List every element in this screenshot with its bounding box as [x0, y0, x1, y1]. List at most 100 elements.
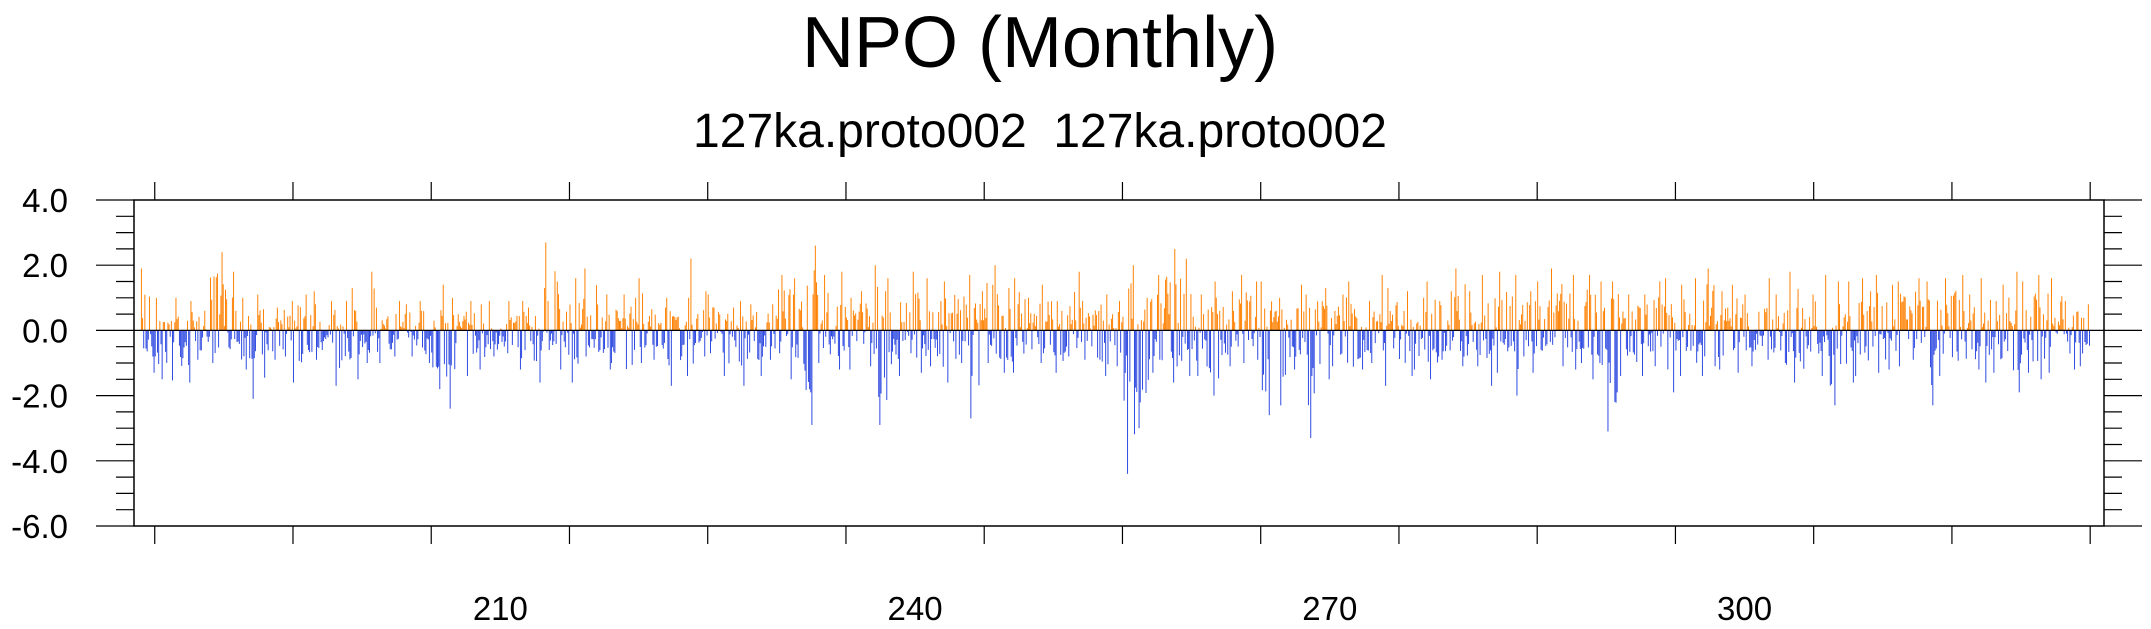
- positive-bar: [1534, 301, 1536, 331]
- negative-bar: [714, 330, 716, 339]
- positive-bar: [2002, 284, 2004, 331]
- negative-bar: [530, 330, 532, 342]
- negative-bar: [486, 330, 488, 336]
- positive-bar: [1266, 326, 1268, 331]
- negative-bar: [1503, 330, 1505, 345]
- negative-bar: [1479, 330, 1481, 355]
- positive-bar: [1372, 317, 1374, 331]
- negative-bar: [292, 330, 294, 383]
- positive-bar: [597, 304, 599, 331]
- negative-bar: [1957, 330, 1959, 361]
- positive-bar: [1969, 294, 1971, 331]
- positive-bar: [678, 328, 680, 331]
- positive-bar: [1431, 313, 1433, 331]
- negative-bar: [1263, 330, 1264, 375]
- negative-bar: [2027, 330, 2029, 373]
- negative-bar: [920, 330, 922, 373]
- negative-bar: [1514, 330, 1516, 352]
- positive-bar: [627, 326, 629, 331]
- negative-bar: [911, 330, 913, 340]
- negative-bar: [1651, 330, 1653, 333]
- negative-bar: [791, 330, 793, 348]
- positive-bar: [624, 318, 626, 331]
- negative-bar: [1607, 330, 1609, 432]
- negative-bar: [1428, 330, 1430, 336]
- positive-bar: [1963, 311, 1965, 331]
- negative-bar: [1833, 330, 1835, 355]
- positive-bar: [1447, 320, 1449, 331]
- negative-bar: [1405, 330, 1407, 334]
- positive-bar: [1373, 311, 1375, 331]
- negative-bar: [1415, 330, 1417, 344]
- negative-bar: [1841, 330, 1843, 336]
- negative-bar: [1654, 330, 1656, 367]
- negative-bar: [693, 330, 695, 346]
- negative-bar: [184, 330, 186, 343]
- positive-bar: [1456, 311, 1458, 331]
- negative-bar: [786, 330, 788, 337]
- positive-bar: [1839, 304, 1841, 331]
- positive-bar: [2060, 301, 2062, 331]
- negative-bar: [1189, 330, 1191, 377]
- negative-bar: [1136, 330, 1138, 392]
- positive-bar: [333, 314, 335, 331]
- negative-bar: [208, 330, 210, 337]
- negative-bar: [931, 330, 933, 340]
- negative-bar: [143, 330, 145, 349]
- negative-bar: [2086, 330, 2088, 344]
- positive-bar: [658, 323, 660, 331]
- positive-bar: [606, 294, 608, 331]
- positive-bar: [1214, 281, 1216, 331]
- positive-bar: [1980, 278, 1982, 331]
- positive-bar: [398, 301, 400, 331]
- positive-bar: [1355, 316, 1357, 331]
- negative-bar: [1427, 330, 1429, 362]
- positive-bar: [1212, 312, 1214, 331]
- positive-bar: [515, 321, 517, 331]
- negative-bar: [1288, 330, 1290, 338]
- negative-bar: [898, 330, 900, 377]
- positive-bar: [789, 289, 791, 331]
- positive-bar: [1375, 321, 1377, 331]
- positive-bar: [912, 271, 914, 331]
- positive-bar: [2010, 323, 2012, 331]
- negative-bar: [947, 330, 949, 383]
- positive-bar: [915, 294, 917, 331]
- negative-bar: [1916, 330, 1918, 340]
- negative-bar: [1677, 330, 1679, 341]
- positive-bar: [2042, 314, 2044, 331]
- negative-bar: [1433, 330, 1435, 349]
- positive-bar: [1720, 314, 1722, 331]
- negative-bar: [2044, 330, 2046, 359]
- positive-bar: [950, 313, 952, 331]
- negative-bar: [907, 330, 908, 332]
- positive-bar: [1273, 317, 1275, 331]
- positive-bar: [1848, 281, 1850, 331]
- negative-bar: [424, 330, 426, 351]
- positive-bar: [1495, 327, 1497, 331]
- negative-bar: [1686, 330, 1688, 347]
- positive-bar: [1604, 307, 1605, 331]
- positive-bar: [516, 315, 518, 331]
- negative-bar: [1719, 330, 1721, 370]
- negative-bar: [1199, 330, 1201, 333]
- negative-bar: [2000, 330, 2002, 360]
- positive-bar: [985, 318, 987, 331]
- negative-bar: [773, 330, 775, 334]
- negative-bar: [1053, 330, 1055, 353]
- negative-bar: [1935, 330, 1937, 349]
- negative-bar: [1292, 330, 1294, 348]
- negative-bar: [1913, 330, 1915, 348]
- negative-bar: [1378, 330, 1380, 334]
- negative-bar: [553, 330, 555, 342]
- positive-bar: [1968, 323, 1970, 331]
- negative-bar: [848, 330, 850, 348]
- positive-bar: [375, 307, 377, 331]
- positive-bar: [1200, 294, 1202, 331]
- positive-bar: [1128, 288, 1130, 331]
- positive-bar: [2046, 320, 2048, 331]
- positive-bar: [1631, 311, 1633, 331]
- negative-bar: [1865, 330, 1867, 347]
- negative-bar: [1750, 330, 1752, 348]
- positive-bar: [799, 310, 801, 331]
